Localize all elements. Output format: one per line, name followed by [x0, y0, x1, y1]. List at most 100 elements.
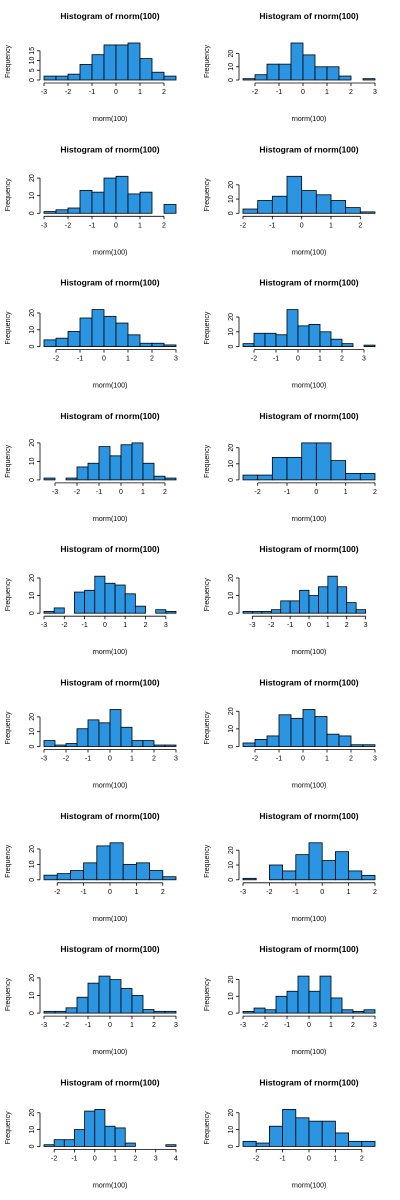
histogram-bar: [275, 334, 288, 348]
chart-title: Histogram of rnorm(100): [259, 11, 358, 21]
x-tick-label: 1: [138, 89, 142, 96]
histogram-bar: [271, 456, 288, 481]
histogram-bar: [151, 342, 165, 347]
y-tick-label: 10: [228, 63, 235, 71]
x-tick-label: -2: [61, 622, 67, 629]
x-tick-label: 2: [133, 1155, 137, 1162]
y-tick-label: 20: [228, 574, 235, 582]
histogram-bar: [70, 870, 85, 881]
histogram-bar: [348, 1140, 363, 1147]
histogram-bar: [109, 979, 122, 1014]
histogram-bar: [74, 1129, 86, 1147]
y-axis-label: Frequency: [5, 1111, 12, 1145]
histogram-bar: [79, 189, 93, 214]
histogram-bar: [308, 595, 319, 614]
y-axis-label: Frequency: [5, 844, 12, 878]
y-tick-label: 20: [29, 845, 36, 853]
histogram-bar: [142, 1009, 155, 1014]
histogram-bar: [114, 1127, 126, 1147]
x-tick-label: 3: [174, 756, 178, 763]
histogram-bar: [149, 870, 164, 881]
y-axis-label: Frequency: [204, 178, 211, 212]
histogram-panel: Histogram of rnorm(100)-2 -1 0 1 201020rnorm…: [5, 811, 177, 923]
y-tick-label: 20: [29, 309, 36, 317]
chart-title: Histogram of rnorm(100): [259, 544, 358, 554]
histogram-bar: [308, 842, 323, 881]
x-axis-label: rnorm(100): [292, 1182, 327, 1189]
histogram-bar: [43, 477, 56, 481]
x-axis-label: rnorm(100): [93, 783, 128, 790]
x-axis-label: rnorm(100): [292, 1049, 327, 1056]
histogram-bar: [56, 873, 71, 881]
histogram-bar: [350, 744, 364, 747]
histogram-bar: [242, 343, 255, 348]
y-tick-label: 0: [228, 1011, 235, 1015]
y-axis-label: Frequency: [204, 44, 211, 78]
x-tick-label: -2: [251, 356, 257, 363]
x-axis-label: rnorm(100): [93, 383, 128, 390]
histogram-panel: Histogram of rnorm(100) -2 -1 0 1 2 3 0 10 20 rnor…: [204, 678, 377, 790]
y-axis-label: Frequency: [204, 311, 211, 345]
histogram-bar: [286, 309, 299, 348]
histogram-bar: [109, 709, 122, 747]
histogram-bar: [282, 870, 297, 881]
y-tick-label: 0: [29, 211, 36, 215]
histogram-bar: [164, 744, 177, 747]
histogram-bar: [301, 190, 317, 214]
histogram-bar: [115, 175, 129, 214]
x-axis-label: rnorm(100): [292, 116, 327, 123]
x-tick-label: -3: [240, 1022, 246, 1029]
x-tick-label: 1: [329, 222, 333, 229]
histogram-bar: [67, 331, 81, 347]
y-tick-label: 10: [228, 725, 235, 733]
y-tick-label: 10: [228, 861, 235, 869]
histogram-panel: Histogram of rnorm(100) -3 -2 -1 0 1 2 3 0 10 20 rn…: [5, 944, 178, 1056]
histogram-bar: [266, 63, 280, 81]
x-tick-label: 0: [93, 1155, 97, 1162]
histogram-bar: [131, 740, 144, 747]
histogram-bar: [308, 1120, 323, 1147]
y-axis-label: Frequency: [204, 444, 211, 478]
y-tick-label: 10: [29, 57, 36, 65]
y-axis-label: Frequency: [204, 578, 211, 612]
y-tick-label: 20: [228, 707, 235, 715]
histogram-bar: [345, 473, 361, 481]
histogram-bar: [295, 1117, 310, 1147]
x-tick-label: 3: [373, 89, 377, 96]
y-tick-label: 20: [228, 846, 235, 854]
histogram-bar: [290, 42, 304, 81]
x-tick-label: 1: [113, 1155, 117, 1162]
chart-title: Histogram of rnorm(100): [259, 944, 358, 954]
x-tick-label: 0: [296, 356, 300, 363]
x-tick-label: -1: [284, 1022, 290, 1029]
x-tick-label: 1: [347, 889, 351, 896]
x-tick-label: 0: [314, 489, 318, 496]
histogram-bar: [84, 1110, 96, 1147]
histogram-bar: [103, 315, 117, 347]
histogram-panel: Histogram of rnorm(100)-3 -2 -1 0 1 201020rno…: [204, 811, 377, 923]
x-tick-label: -1: [96, 489, 102, 496]
histogram-bar: [65, 743, 78, 747]
histogram-bar: [84, 589, 96, 614]
x-axis-label: rnorm(100): [292, 383, 327, 390]
histogram-bar: [286, 456, 303, 481]
chart-title: Histogram of rnorm(100): [60, 1077, 159, 1087]
histogram-panel: Histogram of rnorm(100) -2 -1 0 1 2 3 0 10 20 rnor…: [5, 278, 178, 390]
x-tick-label: 0: [307, 1155, 311, 1162]
histogram-bar: [253, 332, 266, 347]
y-tick-label: 20: [29, 574, 36, 582]
histogram-bar: [104, 1125, 116, 1147]
x-tick-label: 2: [373, 489, 377, 496]
histogram-bar: [280, 600, 291, 614]
x-tick-label: 1: [329, 1022, 333, 1029]
histogram-panel: Histogram of rnorm(100)-2 -1 0 1 201020rnorm…: [204, 411, 377, 523]
y-axis-label: Frequency: [5, 178, 12, 212]
histogram-bar: [242, 78, 256, 81]
x-tick-label: 0: [108, 756, 112, 763]
x-tick-label: 3: [154, 1155, 158, 1162]
histogram-bar: [290, 717, 304, 747]
histogram-bar: [91, 54, 105, 81]
histogram-bar: [363, 344, 376, 347]
y-axis-label: Frequency: [204, 978, 211, 1012]
x-tick-label: 0: [114, 222, 118, 229]
